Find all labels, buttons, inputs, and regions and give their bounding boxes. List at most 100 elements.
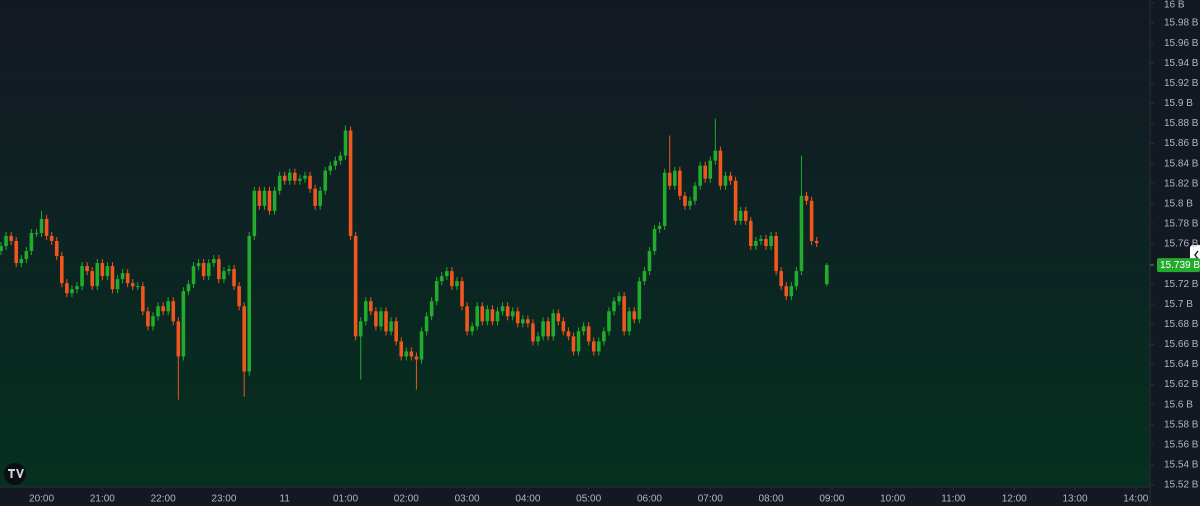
candle-body [242,306,246,372]
x-tick-label: 05:00 [576,494,601,505]
x-tick-label: 14:00 [1123,494,1148,505]
candle-body [379,311,383,327]
candle-body [298,178,302,181]
candle-body [439,276,444,282]
candle-body [414,356,419,360]
x-tick-label: 09:00 [819,494,844,505]
candle-body [90,271,95,287]
y-tick-label: 15.8 B [1164,198,1193,209]
candle-body [343,130,348,156]
candle-body [581,326,586,332]
candle-body [566,331,571,337]
candle-body [642,271,647,282]
candle-body [29,232,34,252]
candle-body [0,246,3,252]
current-price-tag [1157,258,1200,273]
x-tick-label: 10:00 [880,494,905,505]
x-tick-label: 12:00 [1002,494,1027,505]
candle-body [232,269,236,287]
x-tick-label: 11:00 [941,494,966,505]
candle-body [465,306,469,332]
candle-body [49,235,54,241]
candle-body [353,235,358,337]
candle-body [607,311,611,332]
candle-body [19,259,24,264]
candle-body [186,284,191,292]
current-price-label: 15.739 B [1160,260,1200,271]
y-tick-label: 15.6 B [1164,399,1193,410]
candle-body [211,259,216,264]
logo[interactable] [4,463,26,485]
candle-body [576,331,581,352]
candle-body [146,311,150,327]
y-tick-label: 15.54 B [1164,460,1199,471]
candle-body [70,289,74,294]
candle-body [617,296,621,302]
x-tick-label: 21:00 [90,494,115,505]
y-tick-label: 15.58 B [1164,419,1199,430]
candle-body [130,283,135,287]
candle-body [774,235,778,272]
candle-body [779,271,783,287]
y-tick-label: 16 B [1164,0,1185,11]
y-tick-label: 15.88 B [1164,118,1199,129]
candle-body [237,286,241,307]
candle-body [277,175,282,191]
candle-body [65,283,69,294]
candle-body [673,170,677,186]
y-tick-label: 15.72 B [1164,279,1199,290]
x-tick-label: 04:00 [515,494,540,505]
candle-body [708,160,713,179]
candle-body [125,273,130,284]
candle-body [510,311,515,317]
candle-body [561,321,566,332]
candle-body [495,311,500,322]
candle-body [328,165,333,171]
candle-body [85,266,89,272]
candle-body [490,309,495,322]
candle-body [450,271,454,287]
candle-body [622,296,626,332]
candle-body [612,301,616,312]
plot-background [0,0,1150,487]
candle-body [389,321,393,332]
candle-body [743,210,748,221]
candle-body [110,266,115,290]
candle-body [678,170,682,196]
candle-body [363,301,368,322]
candle-body [358,321,363,337]
candle-body [794,271,799,287]
candle-body [683,195,687,206]
candle-body [404,351,409,357]
y-tick-label: 15.76 B [1164,239,1199,250]
y-tick-label: 15.7 B [1164,299,1193,310]
candle-body [4,235,8,247]
candle-body [460,281,464,307]
candle-body [222,271,226,280]
candle-body [657,225,662,229]
candle-body [602,331,606,342]
candle-body [308,175,312,189]
candle-body [115,279,120,290]
y-tick-label: 15.84 B [1164,158,1199,169]
x-tick-label: 20:00 [29,494,54,505]
y-tick-label: 15.94 B [1164,58,1199,69]
candle-body [698,165,702,186]
candle-body [257,190,262,206]
candle-body [166,301,170,312]
candle-body [814,240,819,243]
candle-body [105,266,110,277]
candle-body [571,336,576,352]
x-tick-label: 03:00 [455,494,480,505]
candle-body [54,240,59,257]
candle-body [703,165,707,179]
x-tick-label: 01:00 [333,494,358,505]
candle-body [80,266,84,287]
candle-body [282,175,287,181]
candle-body [445,271,449,277]
candle-body [293,172,297,181]
candle-body [287,172,292,181]
candle-body [14,240,19,264]
y-tick-label: 15.98 B [1164,18,1199,29]
candle-body [789,286,794,297]
